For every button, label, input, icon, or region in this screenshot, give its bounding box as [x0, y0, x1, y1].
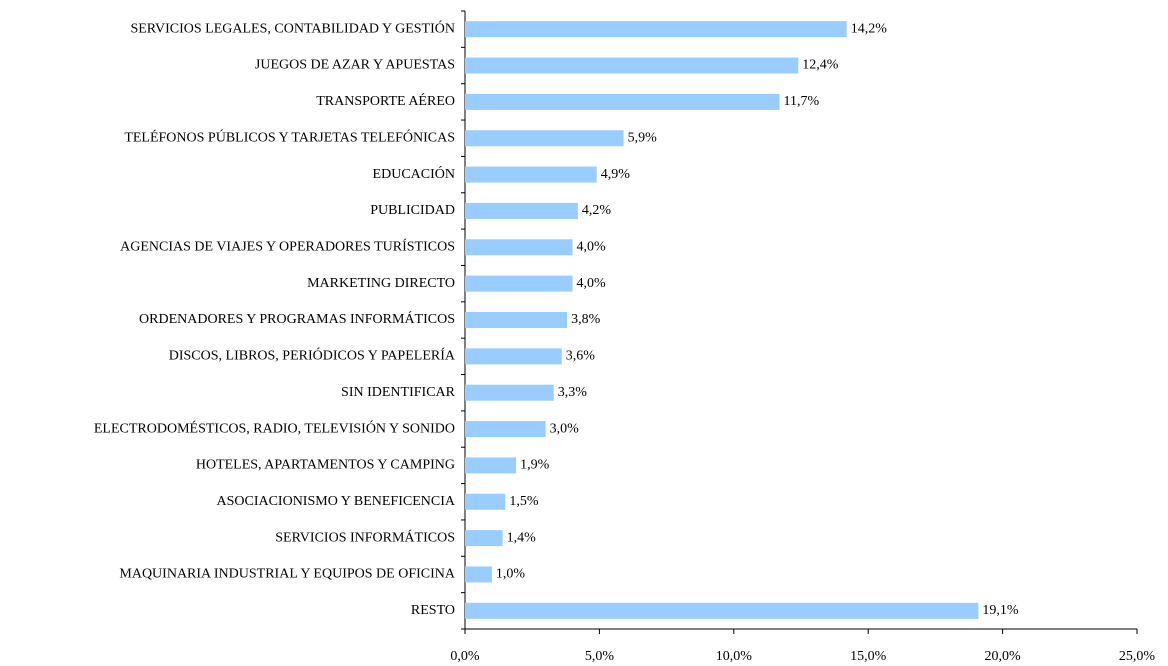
- value-label: 11,7%: [783, 94, 819, 109]
- bar: [465, 57, 799, 74]
- value-label: 3,6%: [566, 349, 596, 364]
- bar: [465, 93, 780, 110]
- bar: [465, 21, 847, 38]
- bar: [465, 602, 979, 619]
- y-tick-label: RESTO: [411, 603, 455, 618]
- y-tick-label: TELÉFONOS PÚBLICOS Y TARJETAS TELEFÓNICA…: [124, 128, 455, 145]
- value-label: 4,9%: [601, 167, 631, 182]
- bar: [465, 566, 492, 583]
- bar: [465, 384, 554, 401]
- value-label: 19,1%: [982, 603, 1019, 618]
- value-label: 12,4%: [802, 58, 839, 73]
- bar: [465, 457, 517, 474]
- y-tick-label: DISCOS, LIBROS, PERIÓDICOS Y PAPELERÍA: [169, 347, 456, 364]
- y-tick-label: HOTELES, APARTAMENTOS Y CAMPING: [196, 458, 455, 473]
- x-tick-label: 0,0%: [450, 649, 480, 664]
- x-tick-label: 15,0%: [850, 649, 887, 664]
- bar: [465, 348, 562, 365]
- y-tick-label: SERVICIOS INFORMÁTICOS: [275, 528, 455, 545]
- x-tick-label: 10,0%: [716, 649, 753, 664]
- value-label: 3,8%: [571, 312, 601, 327]
- x-tick-label: 20,0%: [985, 649, 1022, 664]
- value-label: 4,0%: [577, 240, 607, 255]
- y-tick-label: ASOCIACIONISMO Y BENEFICENCIA: [216, 494, 455, 509]
- y-tick-label: MAQUINARIA INDUSTRIAL Y EQUIPOS DE OFICI…: [119, 567, 455, 582]
- x-tick-label: 5,0%: [585, 649, 615, 664]
- y-tick-label: TRANSPORTE AÉREO: [316, 92, 455, 109]
- y-tick-label: PUBLICIDAD: [370, 203, 455, 218]
- value-label: 4,0%: [577, 276, 607, 291]
- value-label: 3,0%: [550, 421, 580, 436]
- y-tick-label: EDUCACIÓN: [373, 165, 455, 182]
- bar: [465, 530, 503, 547]
- bar: [465, 239, 573, 256]
- y-tick-label: AGENCIAS DE VIAJES Y OPERADORES TURÍSTIC…: [120, 238, 455, 255]
- value-label: 14,2%: [851, 21, 888, 36]
- bar: [465, 312, 568, 328]
- value-label: 1,0%: [496, 567, 526, 582]
- value-label: 4,2%: [582, 203, 612, 218]
- bar: [465, 130, 624, 147]
- y-tick-label: JUEGOS DE AZAR Y APUESTAS: [255, 58, 455, 73]
- y-tick-label: MARKETING DIRECTO: [307, 276, 455, 291]
- y-tick-label: ORDENADORES Y PROGRAMAS INFORMÁTICOS: [139, 310, 455, 327]
- bar: [465, 493, 506, 510]
- x-tick-label: 25,0%: [1119, 649, 1156, 664]
- value-label: 5,9%: [628, 130, 658, 145]
- value-label: 1,9%: [520, 458, 550, 473]
- bar: [465, 421, 546, 438]
- bar: [465, 166, 597, 183]
- value-label: 3,3%: [558, 385, 588, 400]
- bar: [465, 275, 573, 292]
- y-tick-label: ELECTRODOMÉSTICOS, RADIO, TELEVISIÓN Y S…: [94, 419, 455, 436]
- value-label: 1,4%: [507, 530, 536, 545]
- bar: [465, 202, 578, 219]
- y-tick-label: SERVICIOS LEGALES, CONTABILIDAD Y GESTIÓ…: [130, 19, 455, 36]
- value-label: 1,5%: [509, 494, 539, 509]
- y-tick-label: SIN IDENTIFICAR: [341, 385, 456, 400]
